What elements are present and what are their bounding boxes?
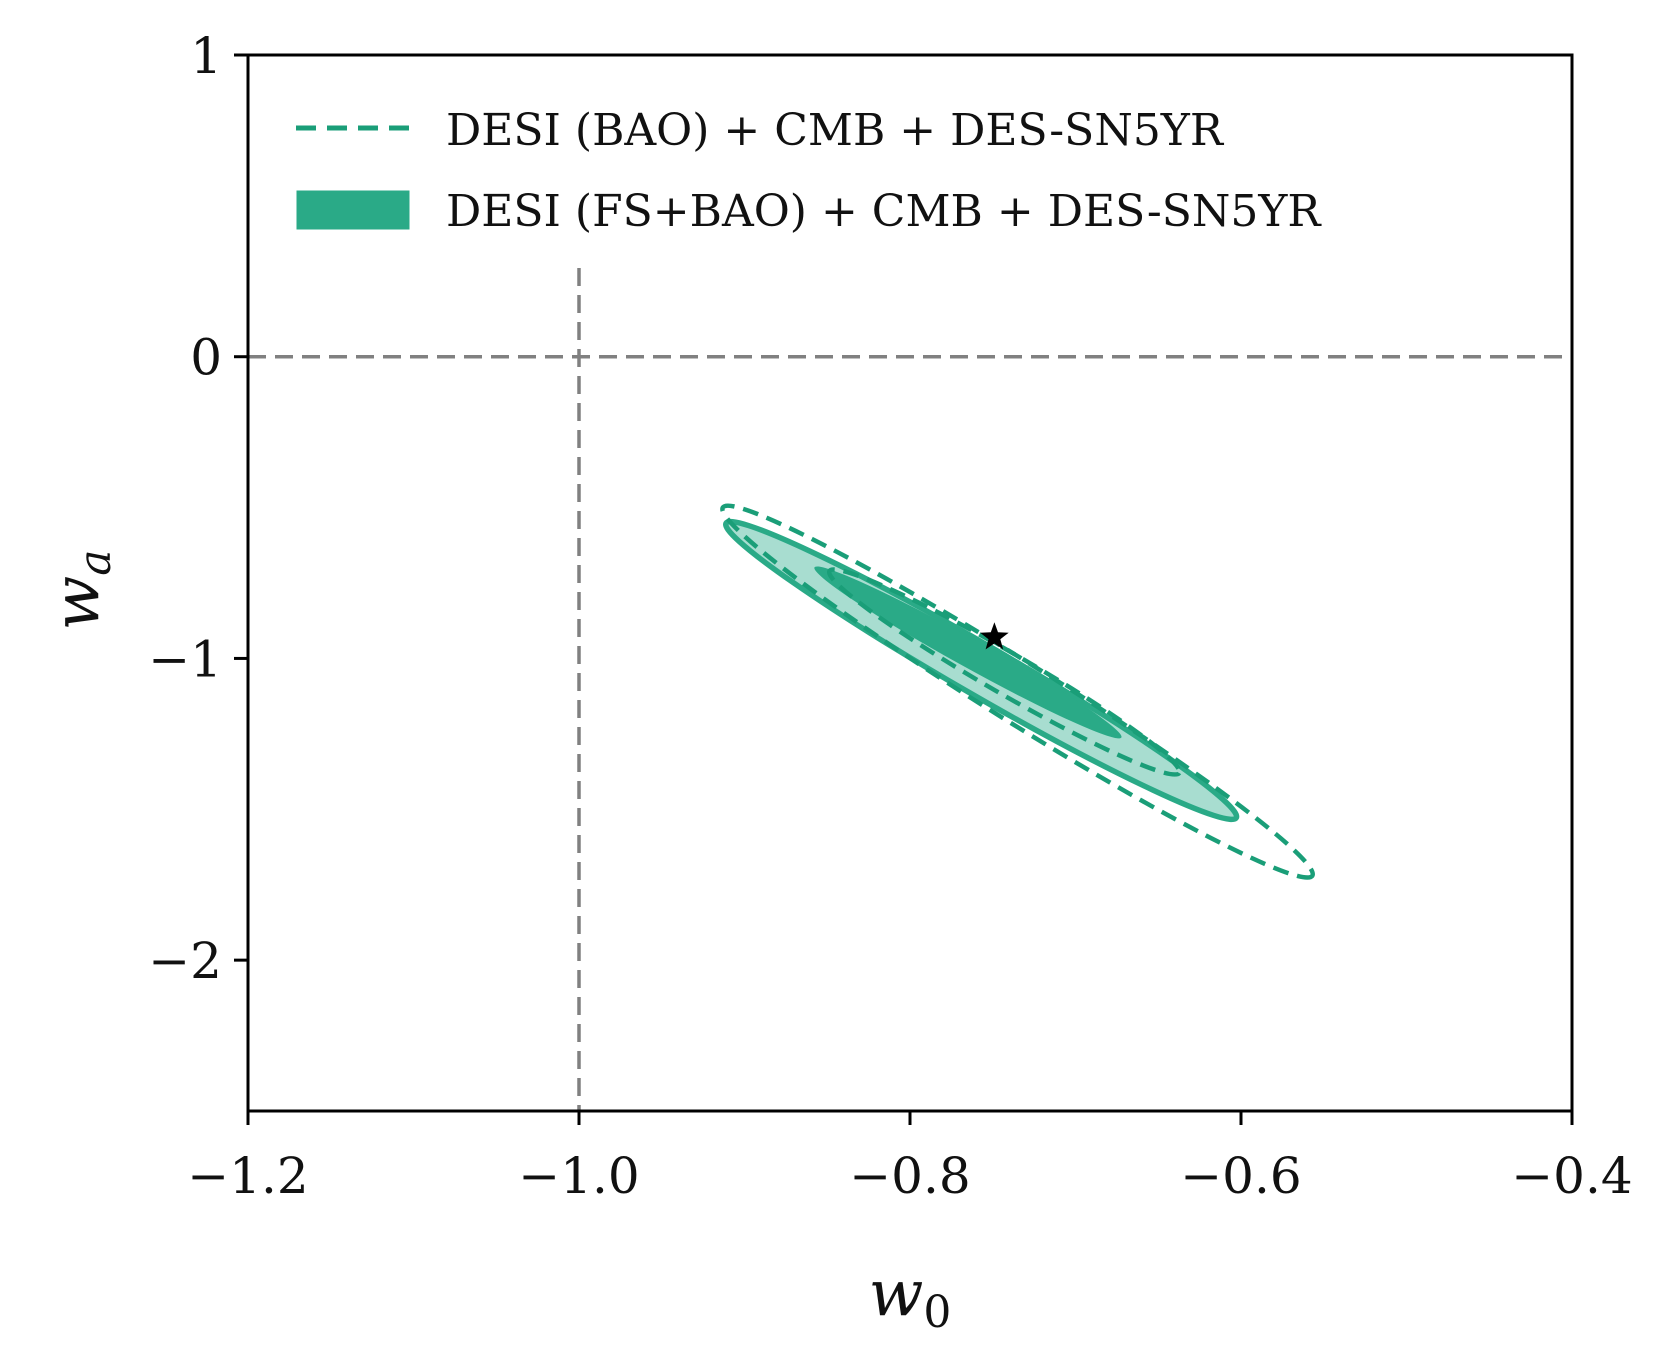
x-tick-label: −1.2 — [187, 1147, 308, 1205]
x-tick-label: −0.4 — [1511, 1147, 1632, 1205]
y-axis-label: wa — [40, 549, 121, 630]
best-fit-star — [980, 622, 1009, 650]
y-tick-label: 1 — [190, 27, 222, 85]
x-tick-label: −1.0 — [518, 1147, 639, 1205]
contour-bao-68 — [826, 567, 1182, 777]
y-tick-label: −1 — [148, 630, 222, 688]
y-tick-label: −2 — [148, 932, 222, 990]
legend-label-fs-bao: DESI (FS+BAO) + CMB + DES-SN5YR — [446, 186, 1322, 237]
legend-swatch-fs-bao — [296, 190, 410, 230]
legend-label-bao: DESI (BAO) + CMB + DES-SN5YR — [446, 105, 1225, 156]
contour-fs-bao-68 — [814, 566, 1122, 739]
x-axis-label: w0 — [869, 1257, 952, 1338]
y-tick-label: 0 — [190, 329, 222, 387]
x-tick-label: −0.8 — [849, 1147, 970, 1205]
x-tick-label: −0.6 — [1180, 1147, 1301, 1205]
